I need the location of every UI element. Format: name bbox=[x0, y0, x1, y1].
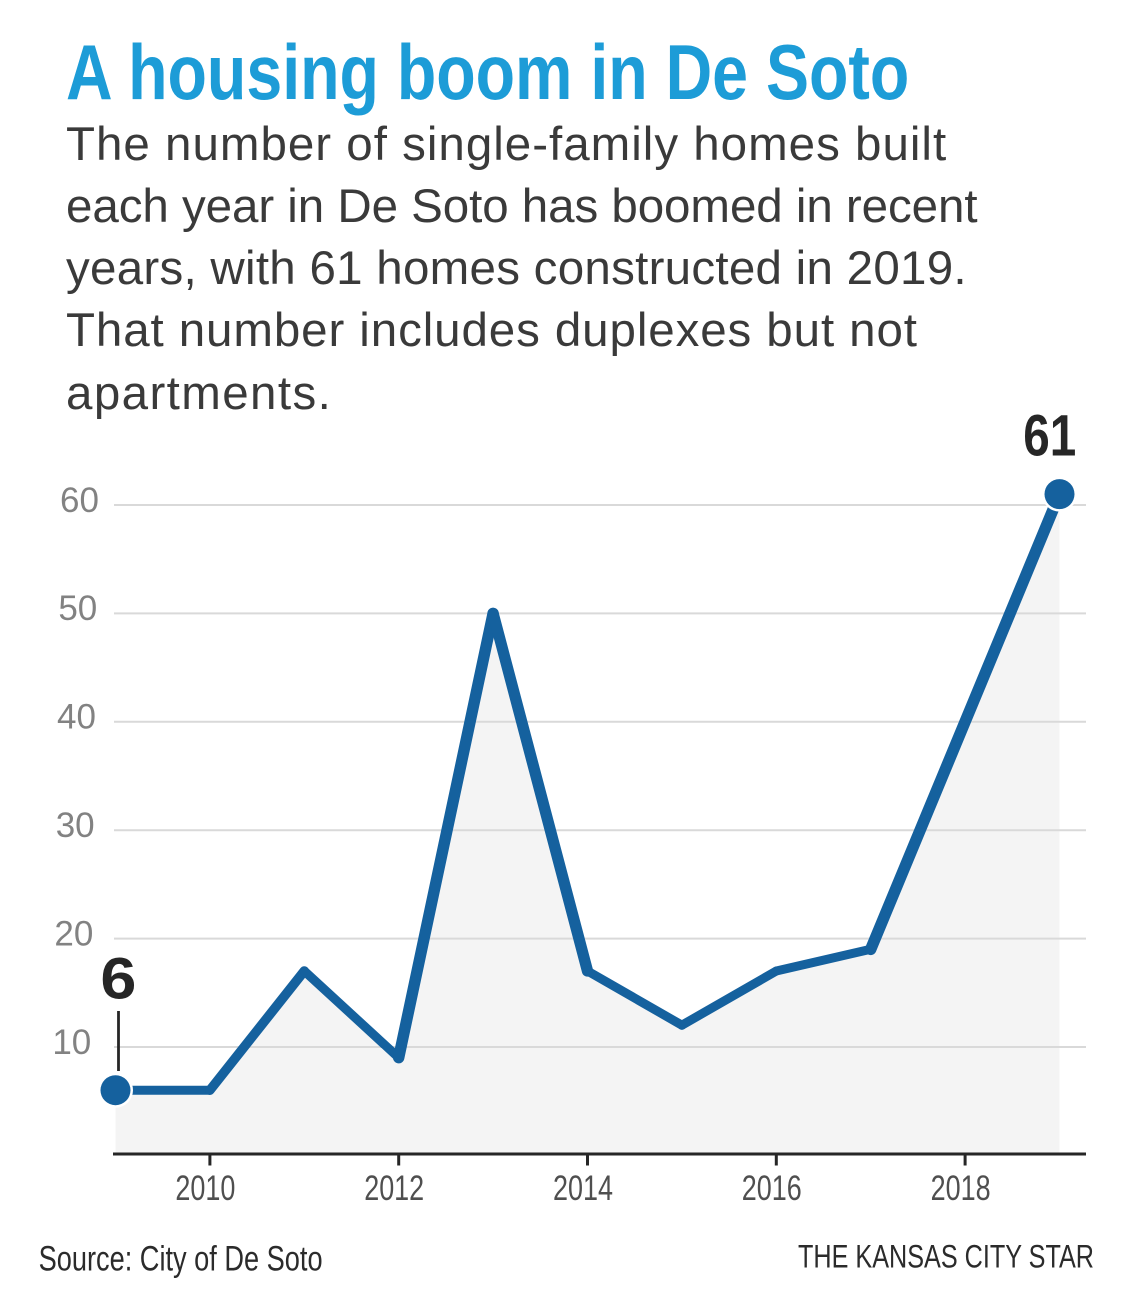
svg-text:40: 40 bbox=[57, 698, 96, 737]
svg-text:2018: 2018 bbox=[931, 1169, 991, 1208]
svg-text:10: 10 bbox=[52, 1023, 91, 1062]
svg-text:2010: 2010 bbox=[175, 1169, 235, 1208]
svg-text:50: 50 bbox=[58, 589, 97, 628]
svg-text:2012: 2012 bbox=[364, 1169, 424, 1208]
svg-text:30: 30 bbox=[56, 806, 95, 845]
svg-text:60: 60 bbox=[60, 481, 99, 520]
svg-text:THE KANSAS CITY STAR: THE KANSAS CITY STAR bbox=[798, 1239, 1094, 1275]
svg-text:2016: 2016 bbox=[742, 1169, 802, 1208]
svg-text:2014: 2014 bbox=[553, 1169, 613, 1208]
svg-text:6: 6 bbox=[100, 947, 136, 1012]
svg-text:61: 61 bbox=[1023, 403, 1076, 468]
svg-text:20: 20 bbox=[54, 914, 93, 953]
svg-text:Source: City of De Soto: Source: City of De Soto bbox=[39, 1238, 323, 1278]
